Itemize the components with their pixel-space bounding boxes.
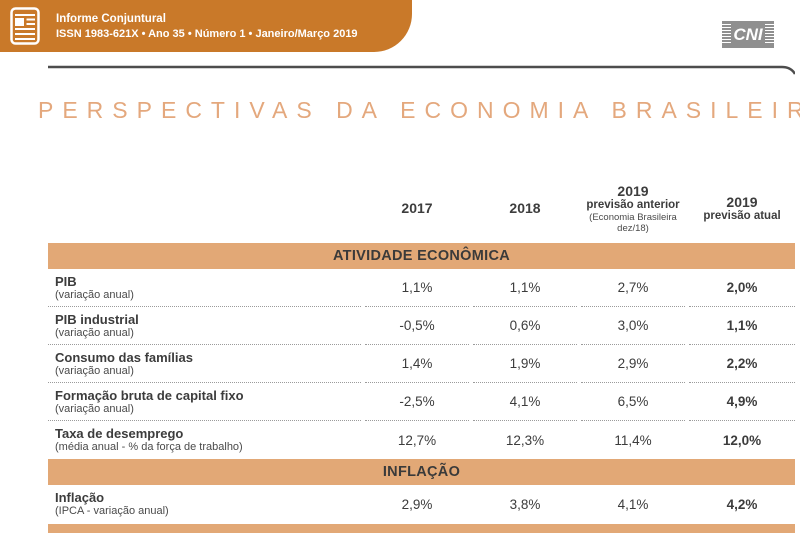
value-2019-anterior: 2,9% (581, 345, 685, 383)
section-header-inflacao: INFLAÇÃO (48, 459, 795, 485)
masthead-text: Informe Conjuntural ISSN 1983-621X • Ano… (56, 11, 358, 42)
section-header-cropped-band (48, 524, 795, 533)
value-2019-atual: 2,2% (689, 345, 795, 383)
value-2018: 12,3% (505, 432, 545, 448)
value-2017: 1,1% (365, 269, 469, 307)
value-2017: -0,5% (365, 307, 469, 345)
table-row-pib: PIB (variação anual) 1,1% 1,1% 2,7% 2,0% (48, 269, 795, 307)
value-2018: 0,6% (473, 307, 577, 345)
section-header-atividade-economica: ATIVIDADE ECONÔMICA (48, 243, 795, 269)
value-2019-anterior: 4,1% (617, 496, 649, 512)
cni-logo: CNI (722, 21, 774, 48)
row-label: Inflação (55, 490, 105, 505)
row-label-cell: Consumo das famílias (variação anual) (48, 345, 361, 383)
table-row-pib-industrial: PIB industrial (variação anual) -0,5% 0,… (48, 307, 795, 345)
cni-logo-text: CNI (733, 24, 763, 44)
row-sublabel: (variação anual) (55, 364, 134, 377)
value-2018: 4,1% (473, 383, 577, 421)
row-label-cell: Taxa de desemprego (média anual - % da f… (48, 421, 361, 459)
row-label-cell: Inflação (IPCA - variação anual) (48, 485, 361, 523)
row-label: PIB (55, 273, 77, 289)
value-2019-anterior: 3,0% (581, 307, 685, 345)
value-2017: -2,5% (365, 383, 469, 421)
row-sublabel: (variação anual) (55, 326, 134, 339)
page-title: PERSPECTIVAS DA ECONOMIA BRASILEIRA (38, 97, 800, 123)
column-headers: 2017 2018 2019 previsão anterior (Econom… (48, 173, 795, 243)
horizontal-rule (48, 62, 797, 75)
table-row-consumo-familias: Consumo das famílias (variação anual) 1,… (48, 345, 795, 383)
table-row-taxa-desemprego: Taxa de desemprego (média anual - % da f… (48, 421, 795, 459)
value-2019-atual: 4,9% (689, 383, 795, 421)
column-header-2019-atual: 2019 previsão atual (703, 193, 781, 222)
table-row-inflacao: Inflação (IPCA - variação anual) 2,9% 3,… (48, 485, 795, 523)
column-header-2019-anterior: 2019 previsão anterior (Economia Brasile… (586, 182, 680, 234)
row-label: PIB industrial (55, 311, 139, 327)
value-2019-anterior: 6,5% (581, 383, 685, 421)
header-spacer (48, 173, 361, 243)
row-label-cell: PIB industrial (variação anual) (48, 307, 361, 345)
table-row-formacao-bruta-capital-fixo: Formação bruta de capital fixo (variação… (48, 383, 795, 421)
row-label: Consumo das famílias (55, 349, 193, 365)
value-2019-atual: 12,0% (722, 432, 762, 448)
column-header-2017: 2017 (401, 200, 433, 216)
column-header-2018: 2018 (509, 200, 541, 216)
value-2019-atual: 1,1% (689, 307, 795, 345)
row-label: Formação bruta de capital fixo (55, 387, 244, 403)
row-label: Taxa de desemprego (55, 426, 184, 441)
value-2019-atual: 2,0% (689, 269, 795, 307)
value-2019-atual: 4,2% (726, 496, 758, 512)
value-2017: 12,7% (397, 432, 437, 448)
value-2017: 1,4% (365, 345, 469, 383)
row-sublabel: (IPCA - variação anual) (55, 505, 169, 517)
value-2019-anterior: 11,4% (614, 432, 652, 448)
masthead-band: Informe Conjuntural ISSN 1983-621X • Ano… (0, 0, 412, 52)
economy-table: 2017 2018 2019 previsão anterior (Econom… (48, 173, 795, 523)
row-label-cell: Formação bruta de capital fixo (variação… (48, 383, 361, 421)
row-sublabel: (média anual - % da força de trabalho) (55, 441, 243, 453)
newspaper-icon (10, 7, 40, 45)
publication-title: Informe Conjuntural (56, 12, 166, 25)
row-sublabel: (variação anual) (55, 288, 134, 301)
row-sublabel: (variação anual) (55, 402, 134, 415)
value-2018: 3,8% (509, 496, 541, 512)
publication-issn-line: ISSN 1983-621X • Ano 35 • Número 1 • Jan… (56, 27, 358, 40)
value-2018: 1,9% (473, 345, 577, 383)
value-2019-anterior: 2,7% (581, 269, 685, 307)
value-2017: 2,9% (401, 496, 433, 512)
value-2018: 1,1% (473, 269, 577, 307)
row-label-cell: PIB (variação anual) (48, 269, 361, 307)
